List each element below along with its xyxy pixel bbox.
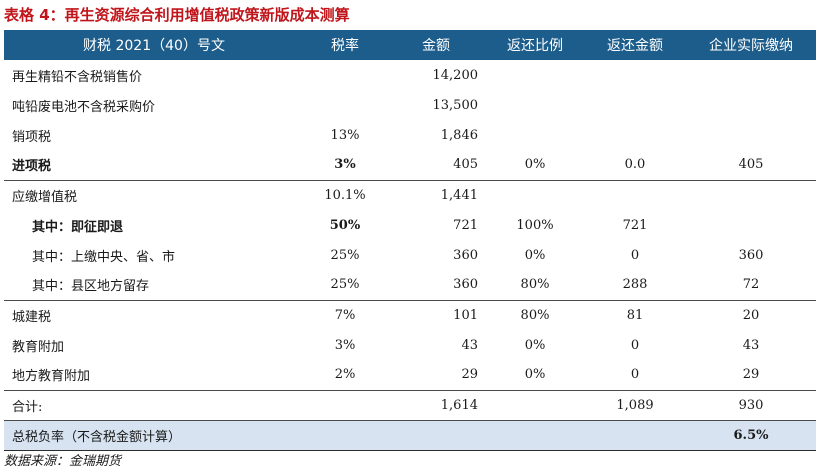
- header-refund-ratio: 返还比例: [507, 38, 563, 54]
- row-amount: 405: [386, 150, 486, 181]
- row-amount: 360: [386, 270, 486, 301]
- row-rate: [304, 390, 386, 420]
- row-ratio: 0%: [486, 360, 584, 391]
- table-header-row: 财税 2021（40）号文 税率 金额 返还比例 返还金额 企业实际缴纳: [4, 30, 816, 60]
- row-rate: 50%: [329, 217, 361, 233]
- row-actual: 29: [686, 360, 816, 391]
- table-row: 再生精铅不含税销售价 14,200: [4, 60, 816, 90]
- table-title: 表格 4：再生资源综合利用增值税政策新版成本测算: [4, 6, 350, 24]
- row-actual: 405: [686, 150, 816, 181]
- row-refund: [584, 180, 686, 210]
- row-amount: 1,441: [440, 187, 478, 203]
- row-actual: 43: [742, 337, 760, 353]
- row-ratio: [486, 60, 584, 90]
- header-amount: 金额: [422, 38, 450, 54]
- row-refund: 288: [584, 270, 686, 301]
- row-actual: [686, 180, 816, 210]
- row-amount: 360: [453, 247, 478, 263]
- row-actual: 360: [738, 247, 764, 263]
- row-actual: 20: [742, 307, 760, 323]
- row-rate: 2%: [304, 360, 386, 391]
- header-refund-amount: 返还金额: [607, 38, 663, 54]
- row-amount: 721: [453, 217, 478, 233]
- row-amount: 1,846: [440, 127, 478, 143]
- row-label: 教育附加: [12, 339, 65, 355]
- row-label: 再生精铅不含税销售价: [12, 69, 143, 85]
- row-ratio: 80%: [520, 307, 550, 323]
- table-row: 吨铅废电池不含税采购价 13,500: [4, 90, 816, 120]
- row-refund: 0: [630, 247, 640, 263]
- row-label: 城建税: [12, 309, 52, 325]
- cost-table: 财税 2021（40）号文 税率 金额 返还比例 返还金额 企业实际缴纳 再生精…: [4, 30, 816, 451]
- row-rate: 3%: [304, 150, 386, 181]
- row-ratio: [486, 90, 584, 120]
- table-row: 其中：县区地方留存 25% 360 80% 288 72: [4, 270, 816, 301]
- row-actual: [686, 120, 816, 150]
- row-rate: [304, 90, 386, 120]
- table-row: 教育附加 3% 43 0% 0 43: [4, 330, 816, 360]
- row-rate: 13%: [330, 127, 360, 143]
- row-rate: [304, 60, 386, 90]
- table-row-sum: 合计: 1,614 1,089 930: [4, 390, 816, 420]
- row-refund: [584, 60, 686, 90]
- total-tax-burden-label: 总税负率（不含税金额计算）: [12, 429, 182, 445]
- row-label: 吨铅废电池不含税采购价: [12, 99, 156, 115]
- row-rate: 25%: [304, 270, 386, 301]
- row-amount: 43: [461, 337, 478, 353]
- row-refund: 0: [630, 337, 640, 353]
- row-amount: 14,200: [432, 67, 479, 83]
- data-source-note: 数据来源：金瑞期货: [4, 454, 122, 469]
- row-amount: 1,614: [440, 397, 478, 413]
- row-amount: 13,500: [432, 97, 479, 113]
- row-actual: [686, 60, 816, 90]
- row-actual: [686, 210, 816, 240]
- row-rate: 3%: [334, 337, 356, 353]
- row-ratio: 0%: [486, 150, 584, 181]
- row-amount: 29: [386, 360, 486, 391]
- row-label: 进项税: [4, 150, 304, 181]
- row-rate: 25%: [330, 247, 360, 263]
- table-row: 其中：即征即退 50% 721 100% 721: [4, 210, 816, 240]
- row-refund: 0.0: [584, 150, 686, 181]
- row-label: 应缴增值税: [12, 189, 78, 205]
- row-ratio: 0%: [524, 337, 546, 353]
- total-tax-burden-row: 总税负率（不含税金额计算） 6.5%: [4, 420, 816, 450]
- row-label: 其中：上缴中央、省、市: [32, 249, 176, 265]
- row-label: 地方教育附加: [4, 360, 304, 391]
- header-policy: 财税 2021（40）号文: [83, 38, 225, 54]
- row-refund: [584, 90, 686, 120]
- row-refund: 721: [622, 217, 648, 233]
- row-ratio: 80%: [486, 270, 584, 301]
- header-actual-paid: 企业实际缴纳: [709, 38, 793, 54]
- row-ratio: [486, 120, 584, 150]
- header-rate: 税率: [331, 38, 359, 54]
- row-actual: [686, 90, 816, 120]
- row-ratio: [486, 390, 584, 420]
- row-ratio: 100%: [516, 217, 554, 233]
- table-row: 进项税 3% 405 0% 0.0 405: [4, 150, 816, 181]
- row-rate: 7%: [334, 307, 356, 323]
- row-ratio: 0%: [524, 247, 546, 263]
- row-label: 其中：县区地方留存: [4, 270, 304, 301]
- row-actual: 930: [738, 397, 764, 413]
- row-refund: 81: [626, 307, 644, 323]
- table-row: 应缴增值税 10.1% 1,441: [4, 180, 816, 210]
- row-refund: [584, 120, 686, 150]
- table-row: 销项税 13% 1,846: [4, 120, 816, 150]
- row-refund: 1,089: [616, 397, 654, 413]
- row-label: 销项税: [12, 129, 52, 145]
- row-actual: 72: [686, 270, 816, 301]
- table-row: 地方教育附加 2% 29 0% 0 29: [4, 360, 816, 391]
- row-amount: 101: [453, 307, 478, 323]
- table-row: 城建税 7% 101 80% 81 20: [4, 300, 816, 330]
- row-ratio: [486, 180, 584, 210]
- total-tax-burden-value: 6.5%: [733, 427, 769, 443]
- row-label: 合计:: [12, 399, 43, 415]
- row-label: 其中：即征即退: [32, 219, 124, 235]
- table-row: 其中：上缴中央、省、市 25% 360 0% 0 360: [4, 240, 816, 270]
- row-rate: 10.1%: [324, 187, 366, 203]
- row-refund: 0: [584, 360, 686, 391]
